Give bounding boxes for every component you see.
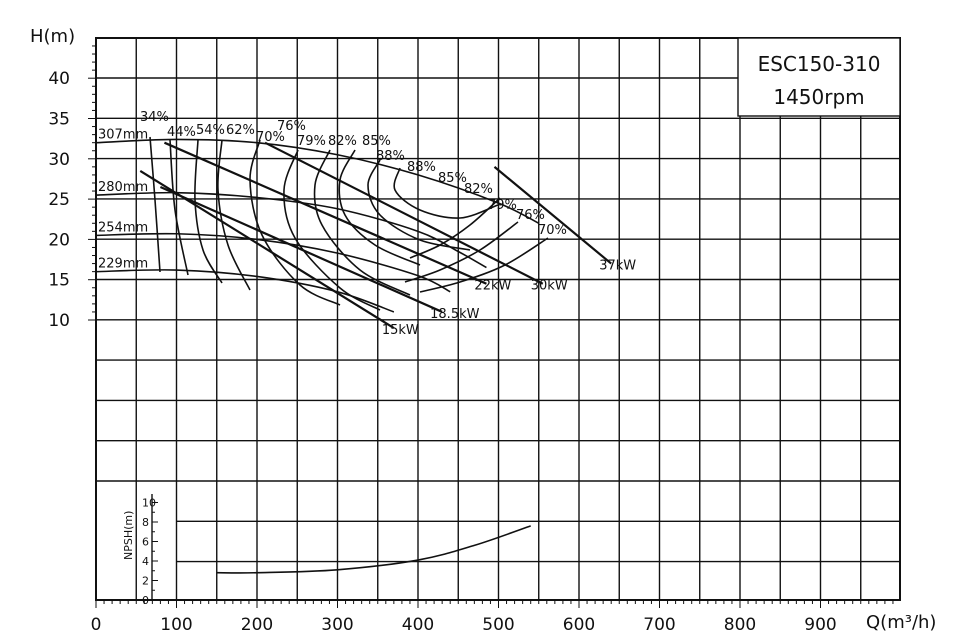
y-tick-label: 25: [48, 190, 70, 210]
y-tick-label: 10: [48, 311, 70, 331]
y-axis-label: H(m): [30, 26, 75, 47]
efficiency-label: 76%: [516, 208, 545, 223]
impeller-label: 307mm: [98, 128, 148, 143]
x-axis-ticks: 0 100 200 300 400 500 600 700 800 900: [91, 615, 837, 635]
efficiency-label: 70%: [256, 130, 285, 145]
x-tick-label: 700: [643, 615, 675, 635]
efficiency-label: 79%: [297, 134, 326, 149]
power-label: 22kW: [474, 279, 511, 294]
power-label: 18.5kW: [430, 307, 479, 322]
npsh-curve-layer: [216, 525, 531, 574]
x-tick-label: 600: [563, 615, 595, 635]
x-tick-label: 300: [321, 615, 353, 635]
x-tick-label: 800: [724, 615, 756, 635]
npsh-tick-label: 2: [142, 575, 149, 588]
impeller-label: 280mm: [98, 180, 148, 195]
efficiency-label: 76%: [277, 119, 306, 134]
y-tick-label: 15: [48, 271, 70, 291]
chart-subtitle: 1450rpm: [773, 85, 864, 109]
x-tick-label: 100: [160, 615, 192, 635]
power-lines: 15kW 18.5kW 22kW 30kW 37kW: [139, 141, 636, 338]
x-tick-label: 900: [804, 615, 836, 635]
efficiency-label: 44%: [167, 125, 196, 140]
power-line-30kW: [264, 141, 544, 285]
npsh-tick-label: 6: [142, 536, 149, 549]
efficiency-label: 79%: [488, 198, 517, 213]
x-tick-label: 400: [402, 615, 434, 635]
impeller-curve-254mm: [95, 232, 451, 293]
power-label: 30kW: [531, 279, 568, 294]
power-line-22kW: [163, 141, 487, 285]
efficiency-label: 62%: [226, 123, 255, 138]
efficiency-curve: [393, 167, 499, 219]
chart-title: ESC150-310: [758, 52, 881, 76]
efficiency-curve: [194, 139, 223, 284]
npsh-tick-label: 8: [142, 516, 149, 529]
y-tick-label: 20: [48, 230, 70, 250]
y-axis-ticks: 40 35 30 25 20 15 10: [48, 69, 70, 331]
efficiency-curve: [217, 139, 251, 291]
y-tick-label: 40: [48, 69, 70, 89]
npsh-curve: [216, 525, 531, 574]
x-tick-label: 200: [241, 615, 273, 635]
y-tick-label: 35: [48, 110, 70, 130]
efficiency-curve: [367, 159, 471, 251]
efficiency-curve: [313, 149, 411, 296]
efficiency-label: 70%: [538, 223, 567, 238]
efficiency-label: 85%: [438, 171, 467, 186]
y-tick-label: 30: [48, 150, 70, 170]
npsh-axis-ticks: 10 8 6 4 2 0: [142, 497, 156, 608]
npsh-tick-label: 4: [142, 555, 149, 568]
efficiency-label: 54%: [196, 123, 225, 138]
x-axis-label: Q(m³/h): [866, 612, 936, 633]
impeller-label: 229mm: [98, 257, 148, 272]
efficiency-curve: [409, 197, 501, 259]
power-line-18.5kW: [159, 186, 443, 313]
efficiency-label: 88%: [407, 160, 436, 175]
x-tick-label: 500: [482, 615, 514, 635]
efficiency-label: 85%: [362, 134, 391, 149]
efficiency-curve: [169, 139, 189, 276]
efficiency-label: 82%: [464, 182, 493, 197]
npsh-tick-label: 10: [142, 497, 156, 510]
efficiency-curve: [338, 149, 421, 266]
efficiency-curve: [419, 237, 549, 293]
power-label: 37kW: [599, 259, 636, 274]
x-tick-label: 0: [91, 615, 102, 635]
efficiency-curve: [283, 149, 381, 311]
efficiency-curve: [404, 221, 519, 283]
efficiency-label: 34%: [140, 110, 169, 125]
impeller-label: 254mm: [98, 220, 148, 235]
efficiency-curve: [149, 136, 161, 273]
npsh-axis-label: NPSH(m): [122, 511, 135, 560]
efficiency-label: 82%: [328, 134, 357, 149]
power-label: 15kW: [382, 323, 419, 338]
efficiency-curve: [249, 139, 341, 306]
efficiency-label: 88%: [376, 149, 405, 164]
power-line-37kW: [493, 166, 612, 265]
title-box: [737, 37, 901, 117]
npsh-tick-label: 0: [142, 594, 149, 607]
efficiency-curves: 34%44% 54% 62% 70%76%79% 82% 85%88%88%85%82%7…: [140, 110, 567, 311]
